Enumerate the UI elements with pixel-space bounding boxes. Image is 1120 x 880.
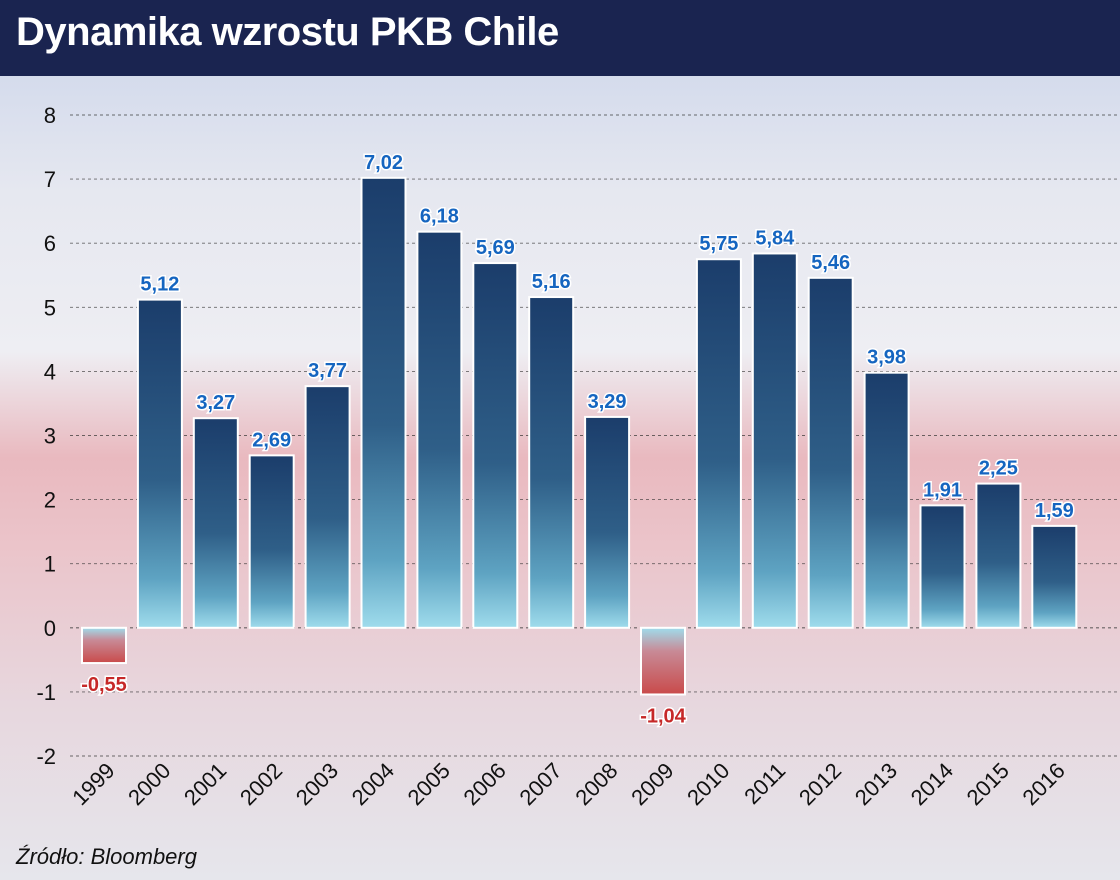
x-tick-label: 2000 [123,758,175,810]
y-axis-ticks: -2 -1 0 1 2 3 4 5 6 7 8 [36,103,56,769]
x-tick-label: 2007 [514,758,566,810]
chart-title: Dynamika wzrostu PKB Chile [16,10,559,54]
value-label: 5,84 [755,227,795,249]
value-label: 3,98 [867,347,906,369]
bar-2011 [751,252,798,629]
bar-2012 [807,276,854,629]
bar-2004 [360,176,407,629]
x-tick-label: 2012 [794,758,846,810]
x-tick-label: 2016 [1018,758,1070,810]
bar-2014 [919,504,966,629]
y-tick-label: 8 [44,103,56,128]
bar-2015 [975,482,1022,629]
y-tick-label: 7 [44,167,56,192]
y-tick-label: 5 [44,295,56,320]
value-label: 3,77 [308,360,347,382]
y-tick-label: -1 [36,680,56,705]
x-tick-label: 2003 [291,758,343,810]
value-label: 3,27 [196,392,235,414]
x-tick-label: 1999 [67,758,119,810]
bar-2000 [136,298,183,629]
x-tick-label: 2008 [570,758,622,810]
x-tick-label: 2006 [459,758,511,810]
x-tick-label: 2010 [682,758,734,810]
bar-2008 [584,415,631,629]
value-label: -1,04 [640,705,686,727]
y-tick-label: 3 [44,424,56,449]
bar-2013 [863,371,910,629]
title-bar: Dynamika wzrostu PKB Chile [0,0,1120,76]
x-tick-label: 2002 [235,758,287,810]
y-tick-label: 0 [44,616,56,641]
x-tick-label: 2013 [850,758,902,810]
value-label: 5,69 [476,237,515,259]
value-label: 5,46 [811,252,850,274]
x-tick-label: 2004 [347,758,399,810]
value-labels: -0,55 5,12 3,27 2,69 3,77 7,02 6,18 5,69 5,16 3,2… [80,150,1076,729]
value-label: 5,16 [532,271,571,293]
bar-2003 [304,385,351,629]
bar-2001 [192,417,239,629]
value-label: 5,12 [140,274,179,296]
bar-2009 [640,626,686,696]
y-tick-label: 6 [44,231,56,256]
source-note: Źródło: Bloomberg [16,844,197,869]
bar-1999 [81,626,127,665]
x-tick-label: 2015 [962,758,1014,810]
value-label: 1,91 [923,479,962,501]
bar-2016 [1031,524,1078,629]
bar-2002 [248,454,295,629]
x-tick-label: 2014 [906,758,958,810]
value-label: 6,18 [420,206,459,228]
value-label: 2,25 [979,458,1018,480]
x-axis-ticks: 1999 2000 2001 2002 2003 2004 2005 2006 2007 2008… [67,758,1070,810]
bar-2005 [416,230,463,629]
y-tick-label: 2 [44,488,56,513]
x-tick-label: 2009 [626,758,678,810]
y-tick-label: 1 [44,552,56,577]
y-tick-label: -2 [36,744,56,769]
value-label: 2,69 [252,429,291,451]
x-tick-label: 2005 [403,758,455,810]
value-label: 7,02 [364,152,403,174]
x-tick-label: 2011 [739,758,790,809]
x-tick-label: 2001 [179,758,231,810]
y-tick-label: 4 [44,359,56,384]
value-label: -0,55 [81,674,127,696]
bar-2007 [528,296,575,629]
bars [81,176,1078,696]
value-label: 3,29 [588,391,627,413]
value-label: 5,75 [699,233,738,255]
value-label: 1,59 [1035,500,1074,522]
bar-2006 [472,262,519,629]
bar-2010 [695,258,742,629]
